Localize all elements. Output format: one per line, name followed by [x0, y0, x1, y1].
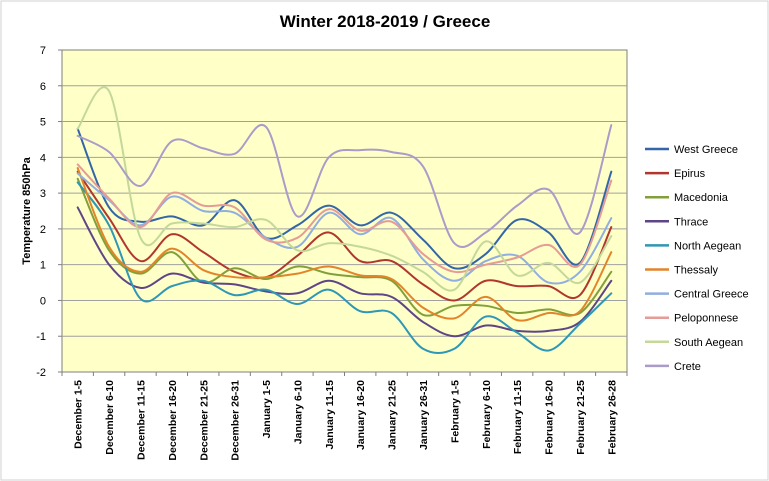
x-tick-label: December 11-15	[135, 380, 147, 460]
legend-label-peloponnese: Peloponnese	[674, 313, 738, 325]
y-tick-label: 4	[40, 152, 46, 164]
x-axis-ticks: December 1-5 December 6-10 December 11-15 D…	[61, 372, 628, 461]
y-tick-label: 0	[40, 295, 46, 307]
legend-label-central-greece: Central Greece	[674, 289, 749, 301]
series-line-epirus	[76, 170, 613, 302]
series-line-south-aegean	[76, 86, 613, 292]
y-tick-label: 7	[40, 45, 46, 57]
series-line-thessaly	[76, 167, 613, 322]
chart-title: Winter 2018-2019 / Greece	[280, 12, 491, 31]
x-tick-label: January 1-5	[261, 380, 273, 439]
series-line-thrace	[76, 206, 613, 338]
x-tick-label: December 16-20	[167, 380, 179, 461]
y-tick-label: -1	[36, 331, 46, 343]
x-tick-label: February 21-25	[575, 380, 587, 455]
plot-area	[61, 49, 628, 373]
legend: West Greece Epirus Macedonia Thrace North Ae…	[645, 144, 749, 373]
y-axis-title: Temperature 850hPa	[21, 156, 33, 264]
gridlines	[62, 85, 627, 337]
series-line-crete	[76, 123, 613, 249]
x-tick-label: January 21-25	[387, 380, 399, 450]
series-line-west-greece	[76, 127, 613, 270]
y-tick-label: 6	[40, 81, 46, 93]
legend-label-thessaly: Thessaly	[674, 265, 719, 277]
x-tick-label: January 6-10	[292, 380, 304, 444]
x-tick-label: February 6-10	[481, 380, 493, 449]
x-tick-label: February 26-28	[606, 380, 618, 455]
y-tick-label: 5	[40, 117, 46, 129]
x-tick-label: January 26-31	[418, 380, 430, 450]
x-tick-label: December 26-31	[230, 380, 242, 461]
x-tick-label: December 6-10	[104, 380, 116, 455]
legend-label-macedonia: Macedonia	[674, 192, 729, 204]
series-line-macedonia	[76, 177, 613, 317]
series-line-peloponnese	[76, 163, 613, 274]
x-tick-label: February 1-5	[449, 380, 461, 443]
x-tick-label: December 1-5	[73, 380, 85, 449]
legend-label-north-aegean: North Aegean	[674, 240, 741, 252]
legend-label-south-aegean: South Aegean	[674, 337, 743, 349]
series-line-north-aegean	[76, 181, 613, 354]
y-tick-label: 3	[40, 188, 46, 200]
legend-label-west-greece: West Greece	[674, 144, 738, 156]
legend-label-crete: Crete	[674, 361, 701, 373]
x-tick-label: February 11-15	[512, 380, 524, 454]
x-tick-label: February 16-20	[544, 380, 556, 455]
legend-label-thrace: Thrace	[674, 216, 708, 228]
y-tick-label: 1	[40, 260, 46, 272]
y-tick-label: 2	[40, 224, 46, 236]
legend-label-epirus: Epirus	[674, 168, 706, 180]
x-tick-label: January 16-20	[355, 380, 367, 450]
x-tick-label: January 11-15	[324, 380, 336, 450]
series-lines	[76, 86, 613, 354]
x-tick-label: December 21-25	[198, 380, 210, 461]
y-tick-label: -2	[36, 367, 46, 379]
y-axis-ticks: -2 -1 0 1 2 3 4 5 6 7	[36, 45, 62, 379]
